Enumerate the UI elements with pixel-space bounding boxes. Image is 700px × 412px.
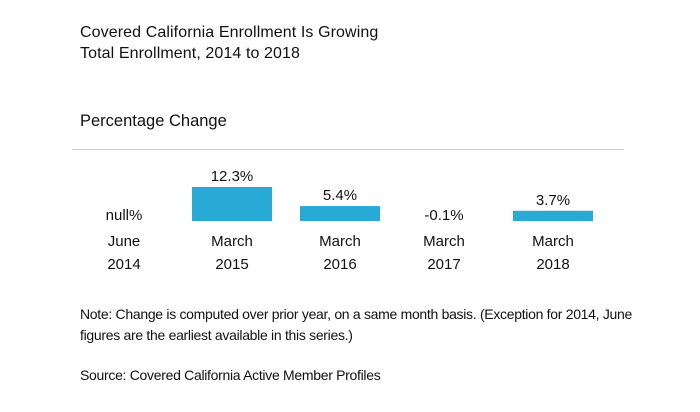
data-label-0: null% [106, 207, 143, 224]
chart-title: Covered California Enrollment Is Growing [80, 24, 379, 41]
bar-1 [192, 187, 272, 221]
tick-label-month-0: June [108, 233, 141, 250]
tick-label-year-4: 2018 [536, 256, 569, 273]
tick-label-year-3: 2017 [427, 256, 460, 273]
tick-label-month-3: March [423, 233, 465, 250]
chart-note: Note: Change is computed over prior year… [80, 306, 632, 343]
tick-label-month-4: March [532, 233, 574, 250]
chart-source: Source: Covered California Active Member… [80, 367, 381, 383]
tick-label-year-0: 2014 [107, 256, 140, 273]
tick-label-year-1: 2015 [215, 256, 248, 273]
data-label-3: -0.1% [424, 207, 463, 224]
bar-4 [513, 210, 593, 221]
tick-label-year-2: 2016 [323, 256, 356, 273]
tick-label-month-1: March [211, 233, 253, 250]
data-label-2: 5.4% [323, 187, 357, 204]
bar-2 [300, 206, 380, 221]
bar-chart: null% June 2014 12.3% March 2015 5.4% March 2016… [72, 149, 624, 273]
chart-subtitle: Total Enrollment, 2014 to 2018 [80, 45, 301, 62]
data-label-1: 12.3% [211, 168, 254, 185]
tick-label-month-2: March [319, 233, 361, 250]
chart-title-block: Covered California Enrollment Is Growing… [80, 22, 378, 64]
section-label: Percentage Change [80, 112, 227, 130]
data-label-4: 3.7% [536, 192, 570, 209]
